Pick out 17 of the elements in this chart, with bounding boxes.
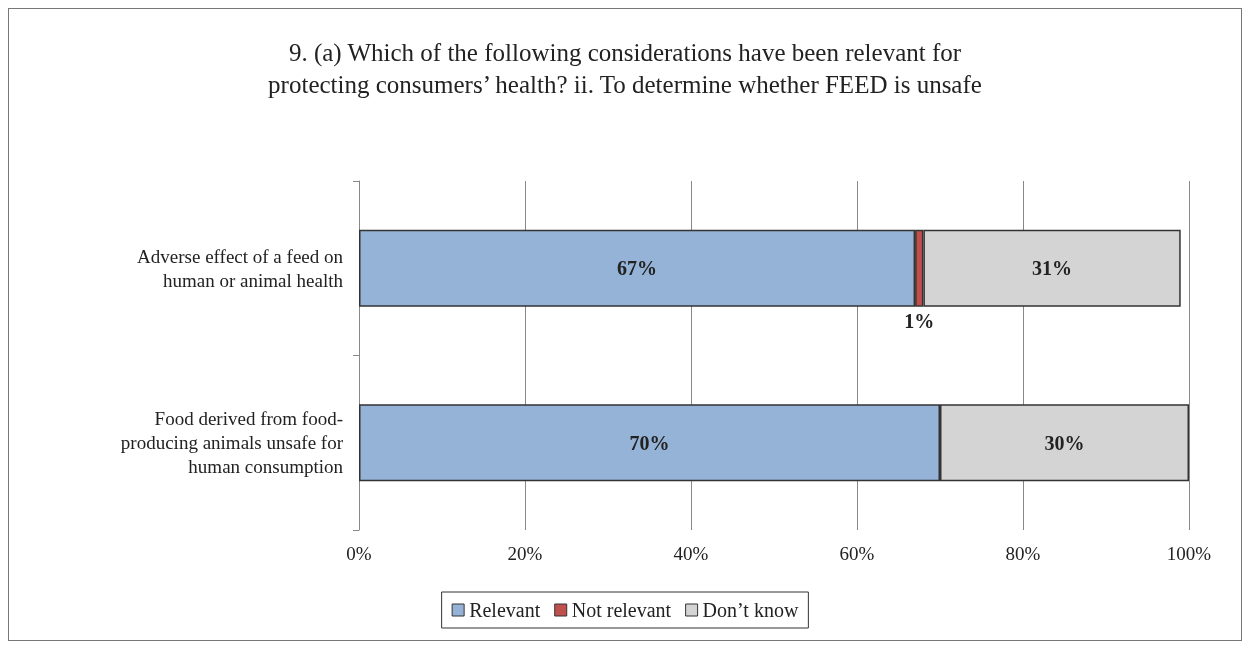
x-tick-label: 80% [1005,543,1041,564]
x-tick-label: 40% [673,543,709,564]
legend-label: Don’t know [702,599,799,621]
legend-label: Relevant [469,599,541,621]
y-tick-label: Adverse effect of a feed on human or animal health [137,245,344,291]
x-tick-label: 60% [839,543,875,564]
x-tick-label: 100% [1166,543,1212,564]
x-tick-label: 20% [507,543,543,564]
x-tick-label: 0% [346,543,372,564]
legend-label: Not relevant [571,599,672,621]
data-label: 70% [629,431,670,454]
data-label: 67% [617,257,658,280]
y-tick-label: Food derived from food- producing animals unsafe for human consumption [120,408,344,478]
chart-title: 9. (a) Which of the following considerations have been relevant for protecting consumers’ health? ii. To determine whether FEED is unsafe [268,38,982,98]
data-label: 1% [904,309,935,332]
data-label: 30% [1044,431,1085,454]
data-label: 31% [1032,257,1073,280]
